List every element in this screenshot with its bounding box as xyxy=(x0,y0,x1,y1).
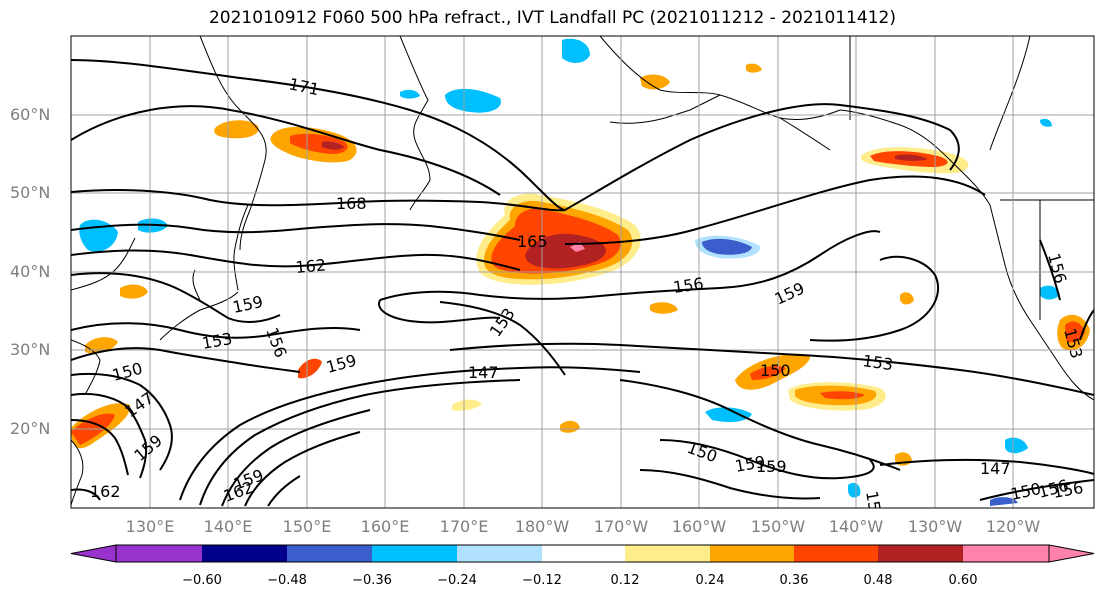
lat-label: 20°N xyxy=(10,419,50,438)
colorbar-tick-label: −0.48 xyxy=(267,573,307,588)
colorbar-segment xyxy=(202,545,287,562)
contour-label: 150 xyxy=(760,361,791,380)
contour-lines xyxy=(71,59,1094,507)
colorbar-tick-label: 0.48 xyxy=(864,573,893,588)
colorbar-segment xyxy=(457,545,542,562)
colorbar-tick-label: −0.12 xyxy=(522,573,562,588)
lat-label: 40°N xyxy=(10,262,50,281)
lat-label: 30°N xyxy=(10,340,50,359)
colorbar: −0.60 −0.48 −0.36 −0.24 −0.12 0.12 0.24 … xyxy=(70,544,1095,588)
lon-label: 180°W xyxy=(515,517,570,536)
contour-label: 159 xyxy=(756,457,787,476)
lon-label: 160°E xyxy=(361,517,410,536)
lon-label: 150°E xyxy=(283,517,332,536)
map-panel: 171 168 165 162 159 159 159 159 156 156 … xyxy=(71,36,1094,522)
colorbar-tick-label: 0.36 xyxy=(780,573,809,588)
contour-label: 147 xyxy=(468,363,499,382)
colorbar-segment xyxy=(287,545,372,562)
colorbar-segment xyxy=(542,545,625,562)
lat-label: 60°N xyxy=(10,105,50,124)
contour-label: 162 xyxy=(90,482,121,501)
colorbar-segment xyxy=(372,545,457,562)
lat-label: 50°N xyxy=(10,183,50,202)
colorbar-tick-label: 0.12 xyxy=(611,573,640,588)
colorbar-segment xyxy=(794,545,878,562)
colorbar-tick-label: 0.24 xyxy=(696,573,725,588)
lon-label: 150°W xyxy=(751,517,806,536)
contour-label: 165 xyxy=(517,232,548,251)
colorbar-tick-label: 0.60 xyxy=(949,573,978,588)
colorbar-segment xyxy=(710,545,794,562)
lon-label: 170°W xyxy=(594,517,649,536)
colorbar-tick-label: −0.60 xyxy=(182,573,222,588)
colorbar-segment xyxy=(963,545,1049,562)
contour-label: 147 xyxy=(980,459,1011,478)
colorbar-segment xyxy=(116,545,202,562)
colorbar-segment xyxy=(625,545,710,562)
lon-label: 130°E xyxy=(126,517,175,536)
colorbar-extend-high xyxy=(1048,544,1095,563)
contour-label: 150 xyxy=(862,489,886,522)
shaded-field xyxy=(71,38,1090,506)
map-title: 2021010912 F060 500 hPa refract., IVT La… xyxy=(208,8,896,28)
lon-label: 140°W xyxy=(829,517,884,536)
lon-label: 130°W xyxy=(908,517,963,536)
map-frame xyxy=(70,35,1095,509)
colorbar-tick-label: −0.24 xyxy=(437,573,477,588)
lon-label: 160°W xyxy=(672,517,727,536)
contour-label: 153 xyxy=(861,351,894,374)
colorbar-extend-low xyxy=(70,544,117,563)
colorbar-tick-label: −0.36 xyxy=(352,573,392,588)
lon-label: 120°W xyxy=(986,517,1041,536)
coastlines xyxy=(71,36,1094,506)
colorbar-frame xyxy=(115,544,1050,563)
colorbar-segment xyxy=(878,545,963,562)
contour-label: 168 xyxy=(336,194,367,213)
contour-label: 162 xyxy=(295,255,327,277)
contour-label: 156 xyxy=(672,274,705,297)
graticule xyxy=(71,36,1094,508)
latitude-labels: 60°N 50°N 40°N 30°N 20°N xyxy=(10,105,50,438)
lon-label: 170°E xyxy=(440,517,489,536)
lon-label: 140°E xyxy=(204,517,253,536)
longitude-labels: 130°E 140°E 150°E 160°E 170°E 180°W 170°… xyxy=(126,517,1041,536)
